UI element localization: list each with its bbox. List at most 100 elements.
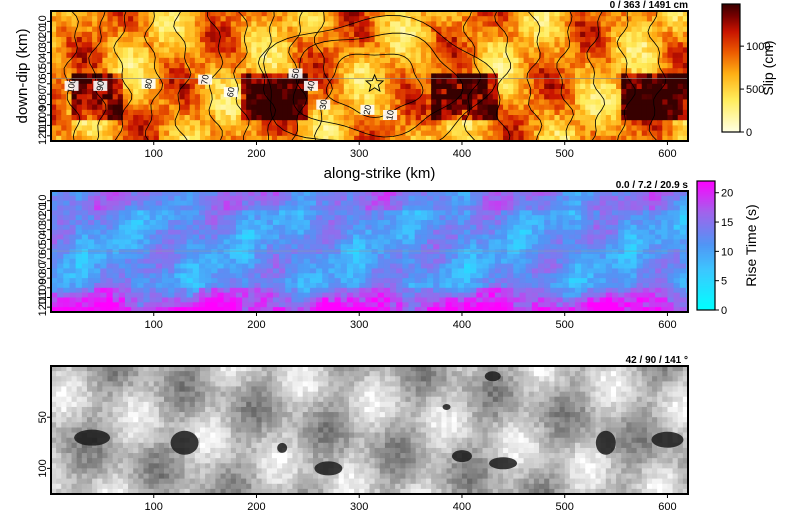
slip-cell <box>312 47 319 54</box>
slip-cell <box>246 73 252 80</box>
rise-time-cell <box>186 200 194 207</box>
slip-cell <box>384 99 391 106</box>
slip-cell <box>518 68 525 74</box>
slip-cell <box>441 120 448 126</box>
slip-cell <box>318 78 324 85</box>
rise-time-cell <box>186 268 194 274</box>
rise-time-cell <box>408 302 416 308</box>
slip-cell <box>138 73 145 80</box>
rise-time-cell <box>131 229 138 236</box>
rise-time-cell <box>180 244 188 250</box>
rise-time-cell <box>75 249 83 255</box>
rise-time-cell <box>334 249 342 255</box>
rise-time-cell <box>383 263 391 270</box>
slip-cell <box>199 94 206 100</box>
slip-cell <box>441 109 448 116</box>
slip-cell <box>333 47 340 54</box>
slip-cell <box>112 115 119 121</box>
rise-time-cell <box>328 278 336 284</box>
slip-cell <box>359 115 365 121</box>
slip-cell <box>610 83 617 90</box>
slip-cell <box>133 89 139 95</box>
slip-cell <box>426 16 432 22</box>
slip-cell <box>652 125 658 132</box>
slip-cell <box>169 125 175 132</box>
slip-cell <box>631 104 638 111</box>
slip-cell <box>621 11 627 17</box>
slip-cell <box>71 26 78 33</box>
slip-cell <box>338 26 345 33</box>
slip-cell <box>657 125 663 132</box>
slip-cell <box>348 37 355 43</box>
slip-cell <box>390 78 396 85</box>
slip-cell <box>323 42 330 48</box>
rise-time-cell <box>112 224 120 231</box>
rise-time-cell <box>242 210 249 216</box>
rise-time-cell <box>266 253 274 260</box>
slip-cell <box>482 130 489 137</box>
rise-time-cell <box>464 210 471 216</box>
slip-cell <box>312 26 319 33</box>
slip-cell <box>210 31 216 38</box>
rise-time-cell <box>235 200 243 207</box>
slip-cell <box>287 21 294 28</box>
slip-cell <box>621 135 627 141</box>
slip-cell <box>616 125 622 132</box>
rise-time-cell <box>297 307 305 312</box>
slip-cell <box>467 11 473 17</box>
slip-cell <box>266 104 273 111</box>
rise-time-cell <box>131 191 138 197</box>
slip-cell <box>528 52 535 59</box>
rise-time-cell <box>248 292 256 299</box>
rise-time-cell <box>451 258 459 265</box>
slip-cell <box>174 63 181 69</box>
slip-cell <box>384 26 391 33</box>
slip-cell <box>76 57 83 64</box>
rise-time-cell <box>309 282 317 289</box>
slip-cell <box>441 37 448 43</box>
slip-cell <box>441 83 448 90</box>
slip-cell <box>528 63 535 69</box>
slip-cell <box>143 104 150 111</box>
slip-cell <box>102 135 109 141</box>
slip-cell <box>138 104 145 111</box>
slip-cell <box>390 73 396 80</box>
slip-cell <box>307 16 314 22</box>
slip-cell <box>148 63 155 69</box>
slip-cell <box>410 37 417 43</box>
rise-time-cell <box>316 287 323 294</box>
rise-time-cell <box>81 210 89 216</box>
slip-cell <box>549 130 556 137</box>
slip-cell <box>56 104 62 111</box>
rise-time-cell <box>63 215 71 221</box>
rise-time-cell <box>51 210 58 216</box>
slip-cell <box>369 125 376 132</box>
slip-cell <box>441 16 448 22</box>
slip-cell <box>631 125 638 132</box>
slip-cell <box>261 130 268 137</box>
rise-time-cell <box>254 239 262 245</box>
slip-cell <box>128 125 134 132</box>
slip-cell <box>148 89 155 95</box>
slip-cell <box>503 52 509 59</box>
rise-time-cell <box>81 287 89 294</box>
slip-cell <box>56 135 62 141</box>
rise-time-cell <box>51 297 58 303</box>
slip-cell <box>51 11 57 17</box>
slip-cell <box>610 11 617 17</box>
rise-time-cell <box>396 263 403 270</box>
rise-time-cell <box>75 191 83 197</box>
slip-cell <box>164 94 170 100</box>
slip-cell <box>616 83 622 90</box>
rise-time-cell <box>180 273 188 279</box>
rise-time-cell <box>51 263 58 270</box>
slip-cell <box>297 47 304 54</box>
rise-time-cell <box>248 205 256 211</box>
slip-cell <box>569 104 576 111</box>
slip-cell <box>395 78 401 85</box>
slip-cell <box>492 21 499 28</box>
rise-time-cell <box>470 249 477 255</box>
slip-cell <box>374 68 381 74</box>
slip-cell <box>66 52 73 59</box>
slip-cell <box>487 31 494 38</box>
